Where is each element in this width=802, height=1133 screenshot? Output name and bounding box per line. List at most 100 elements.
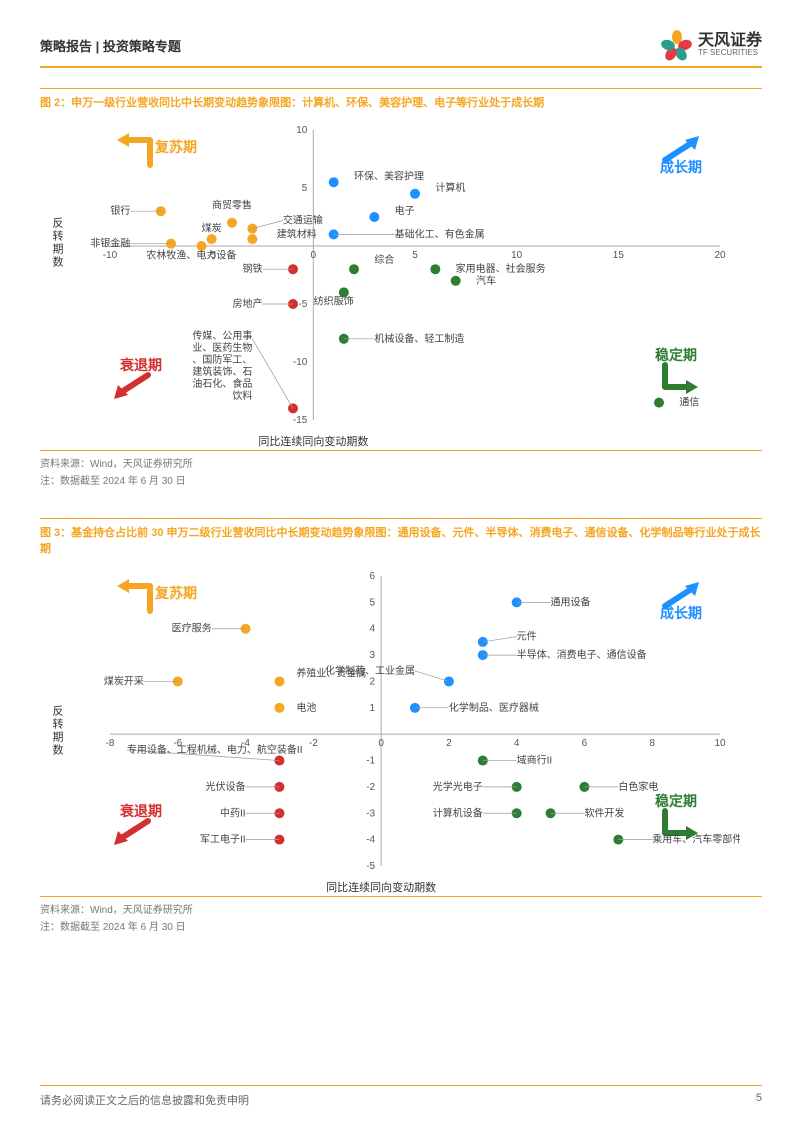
svg-text:2: 2 — [446, 738, 452, 749]
svg-text:银行: 银行 — [110, 204, 130, 217]
figure-2-chart: -10-505101520-15-10-5510反转期数同比连续同向变动期数复苏… — [40, 120, 762, 450]
svg-text:反转期数: 反转期数 — [53, 704, 64, 756]
svg-text:化学制品、医疗器械: 化学制品、医疗器械 — [449, 700, 539, 713]
svg-text:成长期: 成长期 — [660, 605, 702, 621]
svg-text:电子: 电子 — [395, 204, 415, 217]
figure-3-source: 资料来源：Wind，天风证券研究所 注：数据截至 2024 年 6 月 30 日 — [40, 896, 762, 936]
svg-text:军工电子II: 军工电子II — [200, 832, 246, 845]
source-text: 资料来源：Wind，天风证券研究所 — [40, 902, 762, 919]
svg-text:纺织服饰: 纺织服饰 — [314, 294, 354, 307]
svg-text:汽车: 汽车 — [476, 273, 496, 286]
footer-disclaimer: 请务必阅读正文之后的信息披露和免责申明 — [40, 1092, 249, 1108]
svg-text:6: 6 — [582, 738, 588, 749]
source-text: 资料来源：Wind，天风证券研究所 — [40, 456, 762, 473]
svg-text:3: 3 — [370, 650, 376, 661]
svg-text:-3: -3 — [366, 808, 375, 819]
svg-text:-15: -15 — [293, 415, 308, 426]
svg-text:电池: 电池 — [296, 700, 316, 713]
svg-text:软件开发: 软件开发 — [584, 806, 624, 819]
svg-text:复苏期: 复苏期 — [154, 139, 197, 155]
svg-text:-8: -8 — [106, 738, 115, 749]
svg-text:5: 5 — [370, 597, 376, 608]
page-number: 5 — [756, 1092, 762, 1108]
svg-text:通信: 通信 — [679, 396, 699, 408]
svg-text:成长期: 成长期 — [660, 159, 702, 175]
svg-text:传媒、公用事业、医药生物、国防军工、建筑装饰、石油石化、食品: 传媒、公用事业、医药生物、国防军工、建筑装饰、石油石化、食品饮料 — [192, 328, 252, 401]
svg-text:20: 20 — [714, 250, 726, 261]
svg-text:农林牧渔、电力设备: 农林牧渔、电力设备 — [146, 248, 236, 261]
svg-text:通用设备: 通用设备 — [551, 595, 591, 608]
figure-2: 图 2：申万一级行业营收同比中长期变动趋势象限图：计算机、环保、美容护理、电子等… — [40, 88, 762, 490]
svg-text:计算机设备: 计算机设备 — [433, 806, 483, 819]
svg-text:建筑材料: 建筑材料 — [277, 227, 317, 240]
page-footer: 请务必阅读正文之后的信息披露和免责申明 5 — [40, 1085, 762, 1108]
svg-text:光伏设备: 光伏设备 — [206, 779, 246, 792]
svg-text:10: 10 — [511, 250, 523, 261]
svg-text:白色家电: 白色家电 — [618, 779, 658, 792]
svg-text:稳定期: 稳定期 — [655, 793, 697, 809]
svg-text:元件: 元件 — [517, 630, 537, 642]
svg-text:反转期数: 反转期数 — [53, 216, 64, 268]
svg-text:煤炭: 煤炭 — [202, 221, 222, 234]
svg-text:基础化工、有色金属: 基础化工、有色金属 — [395, 227, 485, 240]
svg-text:8: 8 — [649, 738, 655, 749]
logo-text-cn: 天风证券 — [698, 33, 762, 49]
svg-text:-1: -1 — [366, 755, 375, 766]
svg-text:-5: -5 — [298, 299, 307, 310]
svg-text:半导体、消费电子、通信设备: 半导体、消费电子、通信设备 — [517, 648, 647, 661]
svg-text:0: 0 — [378, 738, 384, 749]
svg-text:商贸零售: 商贸零售 — [212, 198, 252, 211]
svg-text:同比连续同向变动期数: 同比连续同向变动期数 — [258, 434, 368, 448]
svg-text:机械设备、轻工制造: 机械设备、轻工制造 — [374, 331, 464, 344]
svg-text:-5: -5 — [366, 861, 375, 872]
logo: 天风证券 TF SECURITIES — [662, 30, 762, 60]
logo-mark-icon — [662, 30, 692, 60]
svg-text:综合: 综合 — [374, 252, 394, 265]
svg-text:计算机: 计算机 — [435, 181, 465, 194]
svg-text:4: 4 — [370, 623, 376, 634]
svg-text:4: 4 — [514, 738, 520, 749]
svg-text:衰退期: 衰退期 — [119, 803, 162, 819]
svg-text:5: 5 — [412, 250, 418, 261]
svg-text:-10: -10 — [103, 250, 118, 261]
page-header: 策略报告 | 投资策略专题 天风证券 TF SECURITIES — [40, 30, 762, 68]
svg-text:5: 5 — [302, 183, 308, 194]
svg-text:煤炭开采: 煤炭开采 — [104, 674, 144, 687]
svg-text:医疗服务: 医疗服务 — [172, 621, 212, 634]
svg-text:光学光电子: 光学光电子 — [433, 779, 483, 792]
svg-text:衰退期: 衰退期 — [119, 357, 162, 373]
svg-text:钢铁: 钢铁 — [243, 262, 263, 275]
figure-3-chart: -8-6-4-20246810-5-4-3-2-1123456反转期数同比连续同… — [40, 566, 762, 896]
svg-text:复苏期: 复苏期 — [154, 585, 197, 601]
svg-text:房地产: 房地产 — [233, 297, 263, 310]
figure-3-title: 图 3：基金持仓占比前 30 申万二级行业营收同比中长期变动趋势象限图：通用设备… — [40, 518, 762, 558]
svg-text:0: 0 — [311, 250, 317, 261]
svg-text:同比连续同向变动期数: 同比连续同向变动期数 — [326, 880, 436, 894]
svg-text:稳定期: 稳定期 — [655, 347, 697, 363]
svg-text:10: 10 — [714, 738, 726, 749]
svg-text:-2: -2 — [309, 738, 318, 749]
svg-text:非银金融: 非银金融 — [90, 236, 130, 249]
logo-text-en: TF SECURITIES — [698, 49, 762, 57]
svg-text:中药II: 中药II — [220, 806, 246, 819]
svg-text:专用设备、工程机械、电力、航空装备II: 专用设备、工程机械、电力、航空装备II — [127, 743, 303, 756]
svg-text:乘用车、汽车零部件: 乘用车、汽车零部件 — [652, 832, 740, 845]
note-text: 注：数据截至 2024 年 6 月 30 日 — [40, 919, 762, 936]
figure-2-source: 资料来源：Wind，天风证券研究所 注：数据截至 2024 年 6 月 30 日 — [40, 450, 762, 490]
svg-text:环保、美容护理: 环保、美容护理 — [354, 169, 424, 182]
note-text: 注：数据截至 2024 年 6 月 30 日 — [40, 473, 762, 490]
svg-text:化学制药、工业金属: 化学制药、工业金属 — [325, 663, 415, 676]
svg-text:-4: -4 — [366, 834, 375, 845]
svg-text:2: 2 — [370, 676, 376, 687]
svg-text:-2: -2 — [366, 781, 375, 792]
svg-text:家用电器、社会服务: 家用电器、社会服务 — [456, 262, 546, 275]
svg-text:域商行II: 域商行II — [517, 753, 553, 766]
header-title: 策略报告 | 投资策略专题 — [40, 36, 181, 55]
figure-2-title: 图 2：申万一级行业营收同比中长期变动趋势象限图：计算机、环保、美容护理、电子等… — [40, 88, 762, 112]
svg-text:15: 15 — [613, 250, 625, 261]
svg-text:10: 10 — [296, 125, 308, 136]
figure-3: 图 3：基金持仓占比前 30 申万二级行业营收同比中长期变动趋势象限图：通用设备… — [40, 518, 762, 936]
svg-text:6: 6 — [370, 571, 376, 582]
svg-text:交通运输: 交通运输 — [283, 213, 323, 226]
svg-text:-10: -10 — [293, 357, 308, 368]
